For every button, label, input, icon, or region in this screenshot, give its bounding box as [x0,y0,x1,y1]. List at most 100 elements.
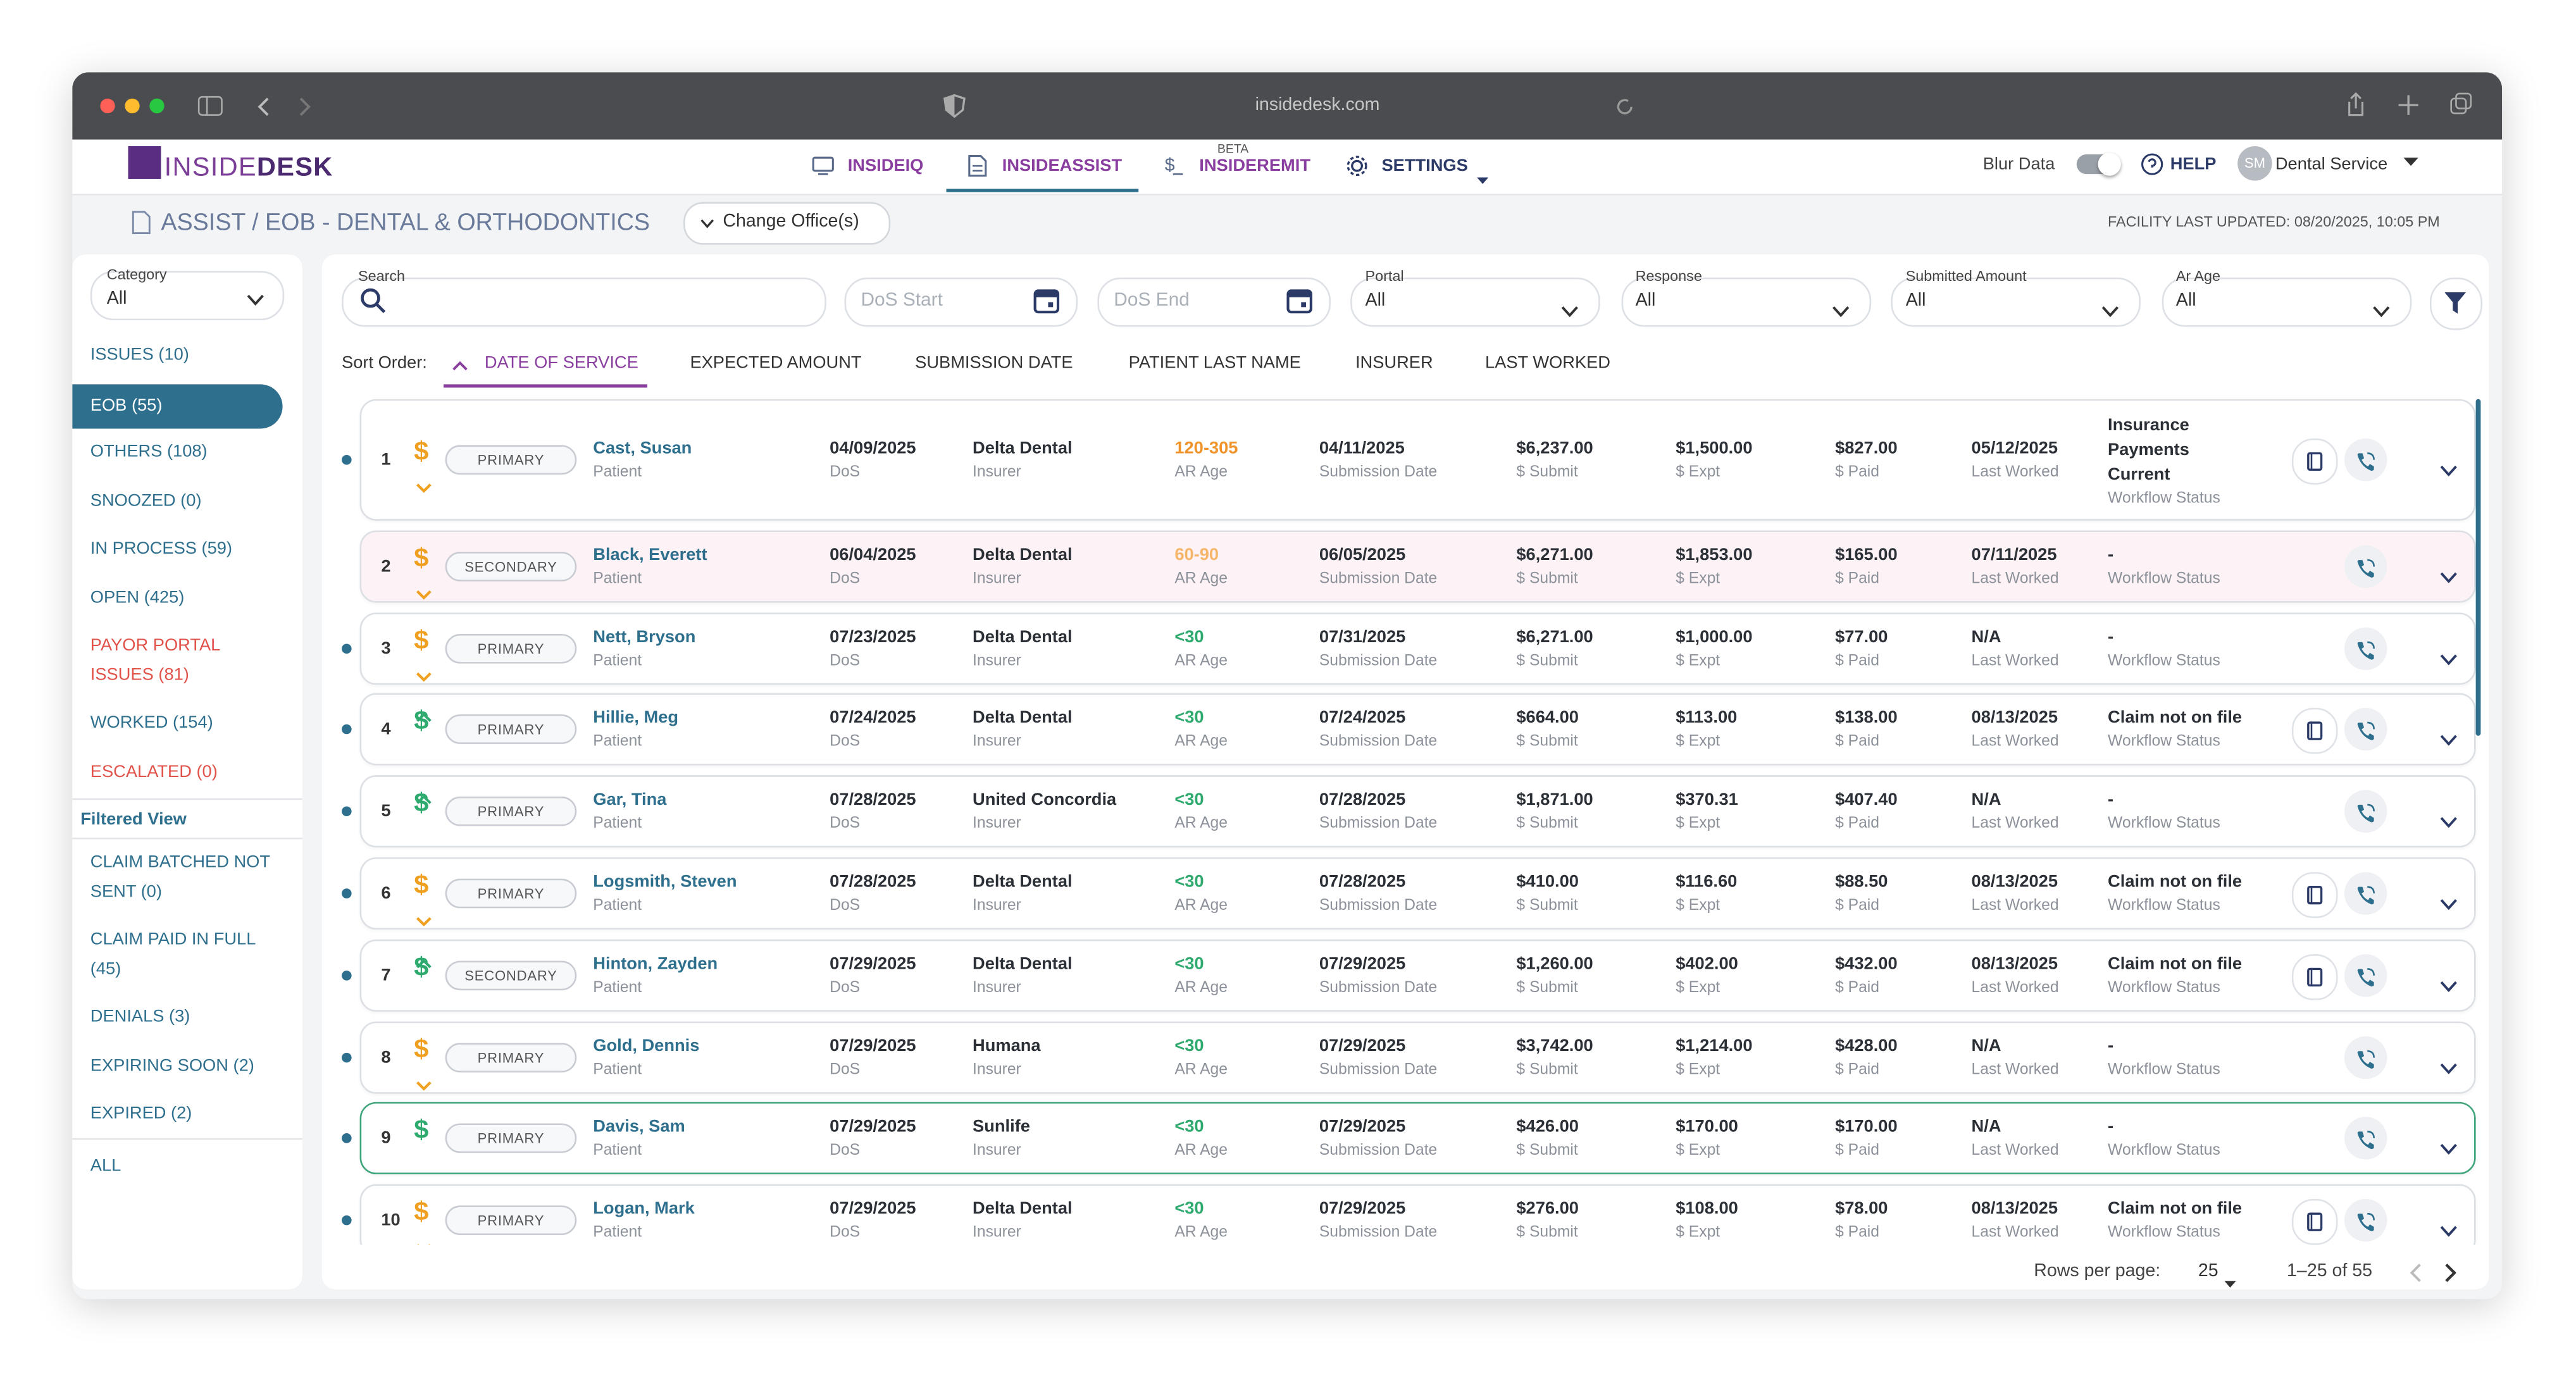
nav-item[interactable]: ESCALATED (0) [90,761,218,781]
blur-toggle[interactable] [2076,152,2121,176]
nav-item[interactable]: ISSUES (10) [90,345,189,365]
note-button[interactable] [2291,1199,2338,1245]
sort-option[interactable]: PATIENT LAST NAME [1128,353,1301,373]
select-field[interactable] [1891,277,2141,327]
next-page[interactable] [2443,1261,2456,1283]
calendar-icon[interactable] [1286,287,1313,314]
patient-name[interactable]: Davis, Sam [593,1117,685,1138]
close-button[interactable] [100,98,115,114]
help-icon[interactable] [2141,152,2163,175]
table-row[interactable]: 10 $ PRIMARY Logan, Mark Patient 07/29/2025 Do… [359,1184,2476,1245]
call-button[interactable] [2344,872,2387,915]
expand-chevron[interactable] [2440,725,2458,747]
nav-item[interactable]: ALL [90,1155,121,1176]
call-button[interactable] [2344,708,2387,752]
expand-chevron[interactable] [2440,888,2458,910]
nav-item[interactable]: SNOOZED (0) [90,490,202,510]
expand-chevron[interactable] [2440,643,2458,665]
patient-name[interactable]: Hinton, Zayden [593,954,718,974]
table-row[interactable]: 7 $ SECONDARY Hinton, Zayden Patient 07/29/20… [359,939,2476,1012]
help[interactable]: HELP [2170,154,2217,175]
sort-option[interactable]: INSURER [1355,353,1433,373]
category-select[interactable] [90,271,285,321]
patient-name[interactable]: Black, Everett [593,545,707,565]
sort-option[interactable]: LAST WORKED [1485,353,1611,373]
share-icons[interactable] [2343,92,2474,118]
nav-item[interactable]: IN PROCESS (59) [90,538,233,559]
nav-item[interactable]: CLAIM PAID IN FULL (45) [90,929,256,978]
avatar[interactable]: SM [2237,146,2272,181]
sort-option[interactable]: SUBMISSION DATE [915,353,1073,373]
patient-name[interactable]: Gold, Dennis [593,1035,700,1055]
table-row[interactable]: 9 $ PRIMARY Davis, Sam Patient 07/29/2025 DoS S… [359,1102,2476,1175]
table-row[interactable]: 5 $ PRIMARY Gar, Tina Patient 07/28/2025 DoS Un… [359,775,2476,848]
change-office[interactable]: Change Office(s) [723,211,859,232]
table-row[interactable]: 1 $ PRIMARY Cast, Susan Patient 04/09/2025 DoS… [359,399,2476,521]
expand-chevron[interactable] [2440,971,2458,992]
reload-icon[interactable] [1614,96,1636,118]
select-field[interactable] [1350,277,1600,327]
expand-chevron[interactable] [2440,561,2458,583]
call-button[interactable] [2344,1199,2387,1242]
prev-page[interactable] [2410,1261,2424,1283]
cell-value: $1,214.00 [1676,1035,1753,1055]
select-field[interactable] [2161,277,2411,327]
note-button[interactable] [2291,954,2338,1000]
expand-chevron[interactable] [2440,1052,2458,1074]
select-field[interactable] [1621,277,1870,327]
call-button[interactable] [2344,790,2387,833]
expand-chevron[interactable] [2440,807,2458,829]
search-field[interactable] [342,277,826,327]
user-menu[interactable]: Dental Service [2275,154,2388,175]
patient-name[interactable]: Cast, Susan [593,438,692,459]
tab[interactable]: SETTINGS [1381,156,1468,176]
minimize-button[interactable] [125,98,140,114]
call-button[interactable] [2344,438,2387,481]
note-button[interactable] [2291,438,2338,485]
change-office-button[interactable]: Change Office(s) [683,202,891,245]
nav-item[interactable]: OPEN (425) [90,587,185,607]
patient-name[interactable]: Logsmith, Steven [593,872,737,892]
nav-item[interactable]: EXPIRING SOON (2) [90,1055,254,1075]
patient-name[interactable]: Logan, Mark [593,1199,695,1219]
table-row[interactable]: 3 $ PRIMARY Nett, Bryson Patient 07/23/2025 Do… [359,612,2476,685]
date-field[interactable] [1097,277,1331,327]
note-button[interactable] [2291,872,2338,918]
nav-item[interactable]: CLAIM BATCHED NOT SENT (0) [90,852,270,901]
sort-option[interactable]: DATE OF SERVICE [484,353,638,373]
patient-name[interactable]: Nett, Bryson [593,626,696,647]
table-row[interactable]: 4 $ PRIMARY Hillie, Meg Patient 07/24/2025 DoS… [359,693,2476,766]
zoom-button[interactable] [149,98,165,114]
nav-item[interactable]: DENIALS (3) [90,1007,190,1027]
nav-item[interactable]: WORKED (154) [90,712,213,733]
expand-chevron[interactable] [2440,1215,2458,1238]
expand-chevron[interactable] [2440,455,2458,477]
table-row[interactable]: 8 $ PRIMARY Gold, Dennis Patient 07/29/2025 Do… [359,1021,2476,1093]
nav-item[interactable]: PAYOR PORTAL ISSUES (81) [90,635,220,685]
sort-option[interactable]: EXPECTED AMOUNT [690,353,862,373]
calendar-icon[interactable] [1033,287,1060,314]
tab[interactable]: INSIDEREMIT [1199,156,1310,176]
nav-item[interactable]: OTHERS (108) [90,442,208,462]
date-field[interactable] [844,277,1078,327]
nav-item-active[interactable] [72,383,283,428]
cell-value: Delta Dental [973,872,1073,892]
note-button[interactable] [2291,708,2338,755]
tab[interactable]: INSIDEIQ [847,156,924,176]
rows-per-page[interactable]: 25 [2198,1261,2218,1281]
expand-chevron[interactable] [2440,1134,2458,1156]
call-button[interactable] [2344,545,2387,588]
url[interactable]: insidedesk.com [1255,95,1380,115]
patient-name[interactable]: Gar, Tina [593,790,667,811]
cell-value: Sunlife [973,1117,1030,1138]
patient-name[interactable]: Hillie, Meg [593,708,679,728]
table-row[interactable]: 2 $ SECONDARY Black, Everett Patient 06/04/20… [359,530,2476,603]
call-button[interactable] [2344,626,2387,669]
table-row[interactable]: 6 $ PRIMARY Logsmith, Steven Patient 07/28/20… [359,857,2476,930]
call-button[interactable] [2344,1035,2387,1079]
tab[interactable]: INSIDEASSIST [1002,156,1123,176]
call-button[interactable] [2344,1117,2387,1160]
nav-item[interactable]: EOB (55) [90,395,163,415]
nav-item[interactable]: EXPIRED (2) [90,1103,192,1124]
call-button[interactable] [2344,954,2387,997]
